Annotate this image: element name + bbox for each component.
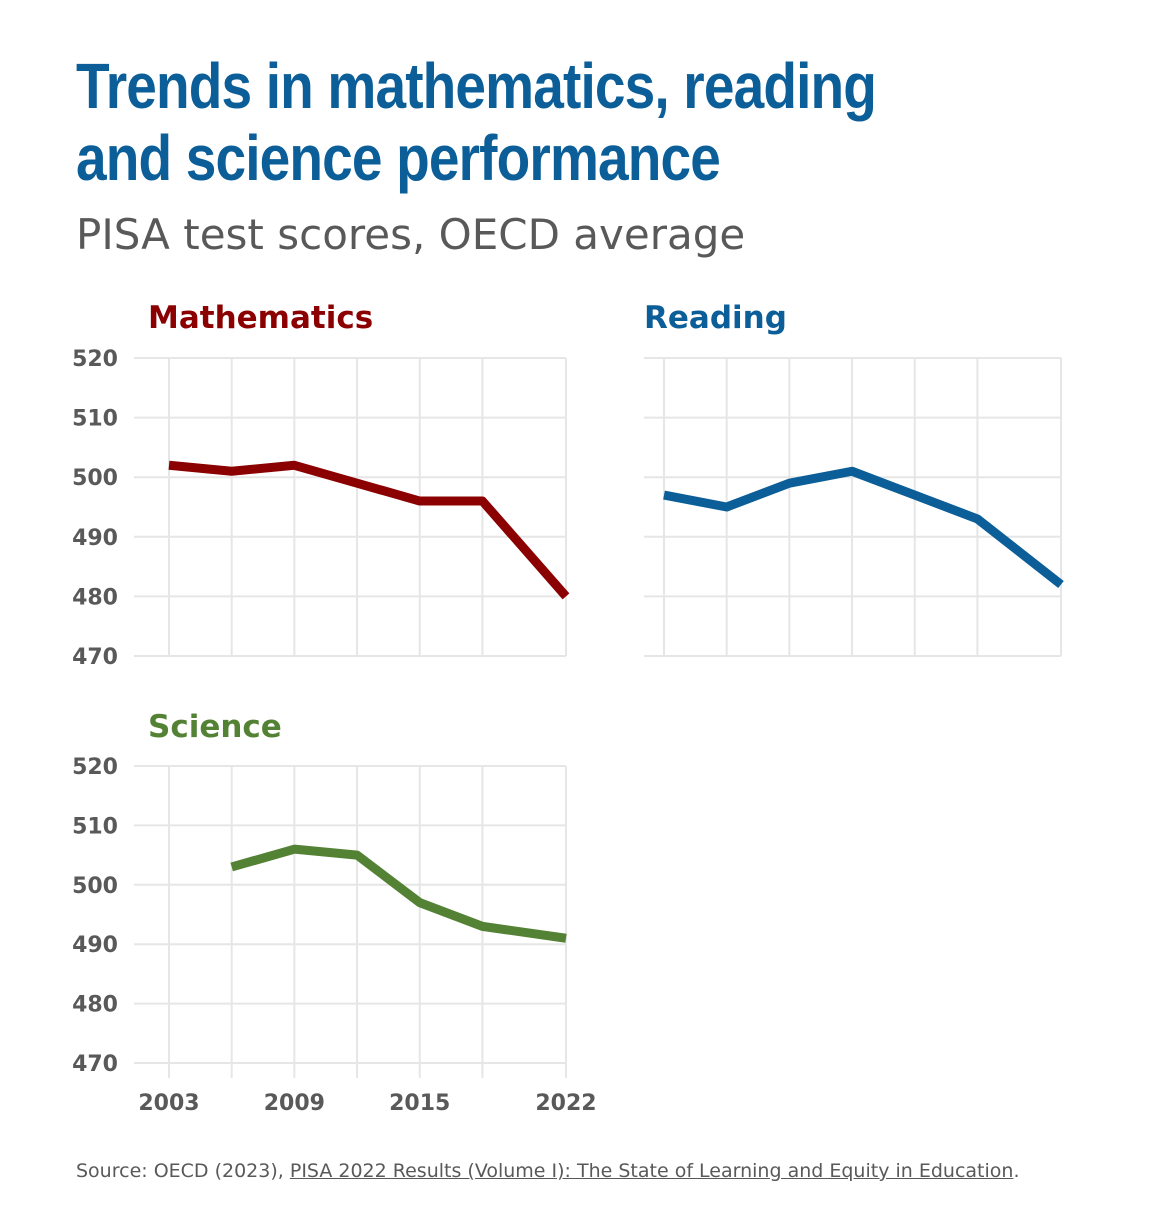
y-tick-label: 520 xyxy=(72,347,118,372)
x-tick-label: 2003 xyxy=(138,1091,199,1116)
panel-title-science: Science xyxy=(148,709,282,745)
chart-title: Trends in mathematics, reading and scien… xyxy=(76,50,877,194)
source-note: Source: OECD (2023), PISA 2022 Results (… xyxy=(76,1160,1019,1182)
panel-title-mathematics: Mathematics xyxy=(148,300,373,336)
x-tick-label: 2022 xyxy=(535,1091,596,1116)
source-prefix: Source: OECD (2023), xyxy=(76,1160,290,1182)
x-tick-label: 2009 xyxy=(264,1091,325,1116)
y-tick-label: 520 xyxy=(72,755,118,780)
chart-subtitle: PISA test scores, OECD average xyxy=(76,210,746,259)
y-tick-label: 510 xyxy=(72,814,118,839)
y-tick-label: 500 xyxy=(72,466,118,491)
source-suffix: . xyxy=(1013,1160,1020,1182)
series-line-science xyxy=(230,844,567,943)
series-line-mathematics xyxy=(168,460,570,600)
y-tick-label: 510 xyxy=(72,407,118,432)
series-line-reading xyxy=(663,466,1064,589)
x-tick-label: 2015 xyxy=(389,1091,450,1116)
y-tick-label: 490 xyxy=(72,526,118,551)
y-tick-label: 470 xyxy=(72,1052,118,1077)
panel-title-reading: Reading xyxy=(644,300,787,336)
y-tick-label: 490 xyxy=(72,933,118,958)
y-tick-label: 480 xyxy=(72,585,118,610)
y-tick-label: 470 xyxy=(72,645,118,670)
y-tick-label: 480 xyxy=(72,993,118,1018)
source-link[interactable]: PISA 2022 Results (Volume I): The State … xyxy=(289,1160,1014,1182)
y-tick-label: 500 xyxy=(72,874,118,899)
